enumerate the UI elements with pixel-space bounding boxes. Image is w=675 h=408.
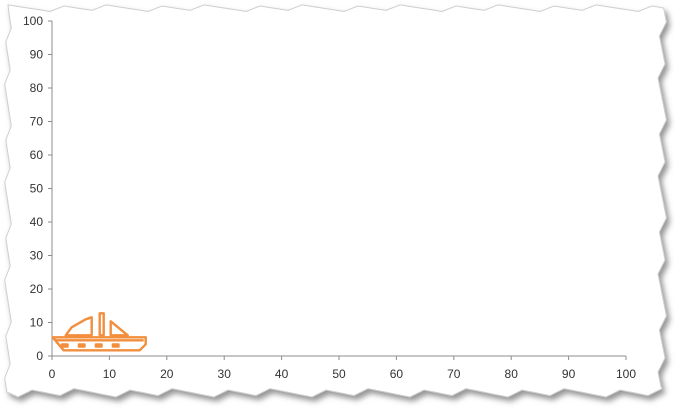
torn-paper-frame	[4, 4, 667, 398]
x-tick-label: 60	[390, 367, 404, 381]
x-tick-label: 20	[160, 367, 174, 381]
data-points	[51, 312, 147, 352]
y-axis-ticks: 0 10 20 30 40 50 60 70 80 90 100	[23, 14, 52, 363]
y-tick-label: 70	[30, 115, 44, 129]
x-tick-label: 50	[332, 367, 346, 381]
y-tick-label: 100	[23, 14, 43, 28]
x-tick-label: 80	[505, 367, 519, 381]
x-tick-label: 70	[447, 367, 461, 381]
y-tick-label: 10	[30, 316, 44, 330]
x-tick-label: 40	[275, 367, 289, 381]
y-tick-label: 90	[30, 48, 44, 62]
y-tick-label: 40	[30, 215, 44, 229]
y-tick-label: 80	[30, 81, 44, 95]
y-tick-label: 50	[30, 182, 44, 196]
y-tick-label: 30	[30, 249, 44, 263]
x-tick-label: 10	[103, 367, 117, 381]
sailboat-icon	[51, 312, 147, 352]
x-tick-label: 100	[616, 367, 636, 381]
y-tick-label: 20	[30, 282, 44, 296]
x-tick-label: 90	[562, 367, 576, 381]
y-tick-label: 0	[36, 349, 43, 363]
x-tick-label: 30	[218, 367, 232, 381]
x-axis-ticks: 0 10 20 30 40 50 60 70 80 90 100	[49, 356, 636, 381]
x-tick-label: 0	[49, 367, 56, 381]
y-tick-label: 60	[30, 148, 44, 162]
